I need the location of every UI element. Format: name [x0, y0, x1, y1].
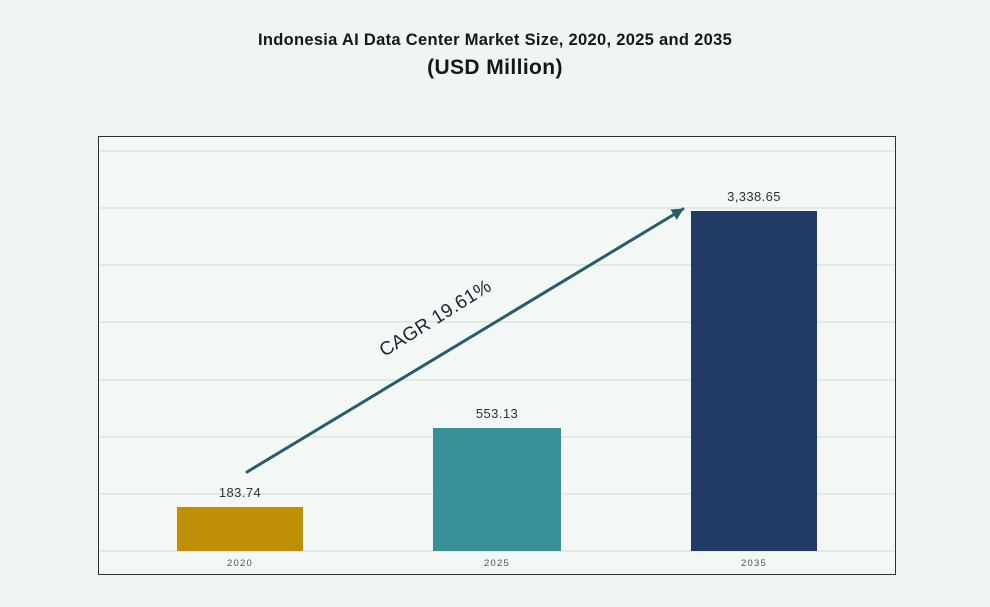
- category-label-2020: 2020: [227, 558, 253, 569]
- chart-title: Indonesia AI Data Center Market Size, 20…: [257, 31, 733, 49]
- gridline-1: [99, 207, 895, 209]
- cagr-annotation: CAGR 19.61%: [375, 275, 496, 362]
- value-label-2020: 183.74: [218, 485, 262, 500]
- category-label-2035: 2035: [741, 558, 767, 569]
- gridline-0: [99, 150, 895, 152]
- category-label-2025: 2025: [484, 558, 510, 569]
- chart-subtitle: (USD Million): [427, 56, 563, 79]
- gridline-7: [99, 550, 895, 552]
- bar-2035: [691, 211, 817, 551]
- plot-area: 183.74 2020 553.13 2025 3,338.65 2035 CAGR 19…: [98, 136, 896, 575]
- bar-2025: [433, 428, 561, 551]
- bar-2020: [177, 507, 303, 551]
- value-label-2025: 553.13: [475, 406, 519, 421]
- value-label-2035: 3,338.65: [727, 189, 781, 204]
